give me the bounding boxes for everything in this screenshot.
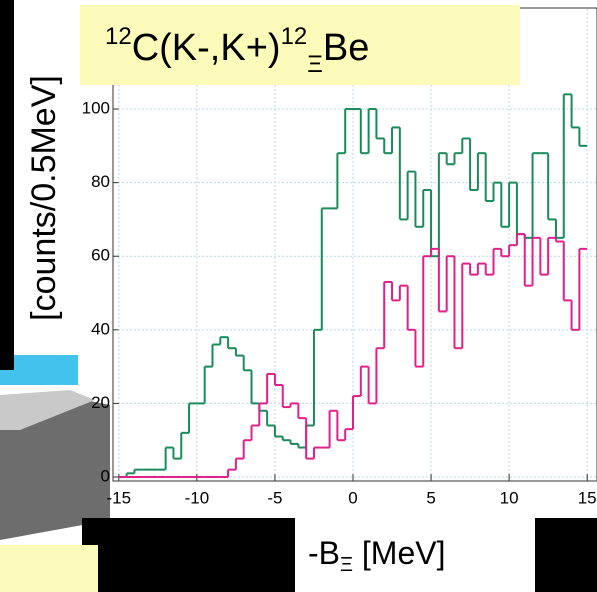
x-tick-label: 10 [500,488,519,507]
title-end: Be [323,27,369,69]
title-sup: 12 [105,23,132,50]
decor-image [0,395,110,540]
x-tick-label: 15 [578,488,597,507]
decor-note [0,545,98,592]
y-tick-label: 80 [91,172,110,191]
x-axis-label: -BΞ [MeV] [308,535,445,576]
decor-strip [0,0,14,370]
y-tick-label: 40 [91,319,110,338]
chart-title: 12C(K-,K+)12ΞBe [105,23,369,78]
y-tick-label: 100 [82,99,110,118]
x-label-main: -B [308,535,340,571]
y-tick-label: 20 [91,393,110,412]
x-label-unit: [MeV] [353,535,445,571]
title-sub: Ξ [307,51,323,78]
title-sup: 12 [281,23,308,50]
y-label-box [16,0,72,350]
decor-black [82,518,295,592]
plot-area: 0 20 40 60 80 100 -15 -10 -5 0 5 10 15 [82,9,597,507]
y-tick-label: 0 [101,466,110,485]
title-main: C(K-,K+) [132,27,281,69]
decor-image [0,390,95,430]
x-tick-label: -15 [107,488,132,507]
decor-black [535,518,597,592]
y-tick-label: 60 [91,246,110,265]
x-tick-label: -10 [185,488,210,507]
title-box [80,5,520,85]
x-label-sub: Ξ [340,554,353,576]
x-tick-label: -5 [267,488,282,507]
x-tick-label: 5 [426,488,435,507]
y-axis-label: [counts/0.5MeV] [25,75,63,321]
x-tick-label: 0 [348,488,357,507]
